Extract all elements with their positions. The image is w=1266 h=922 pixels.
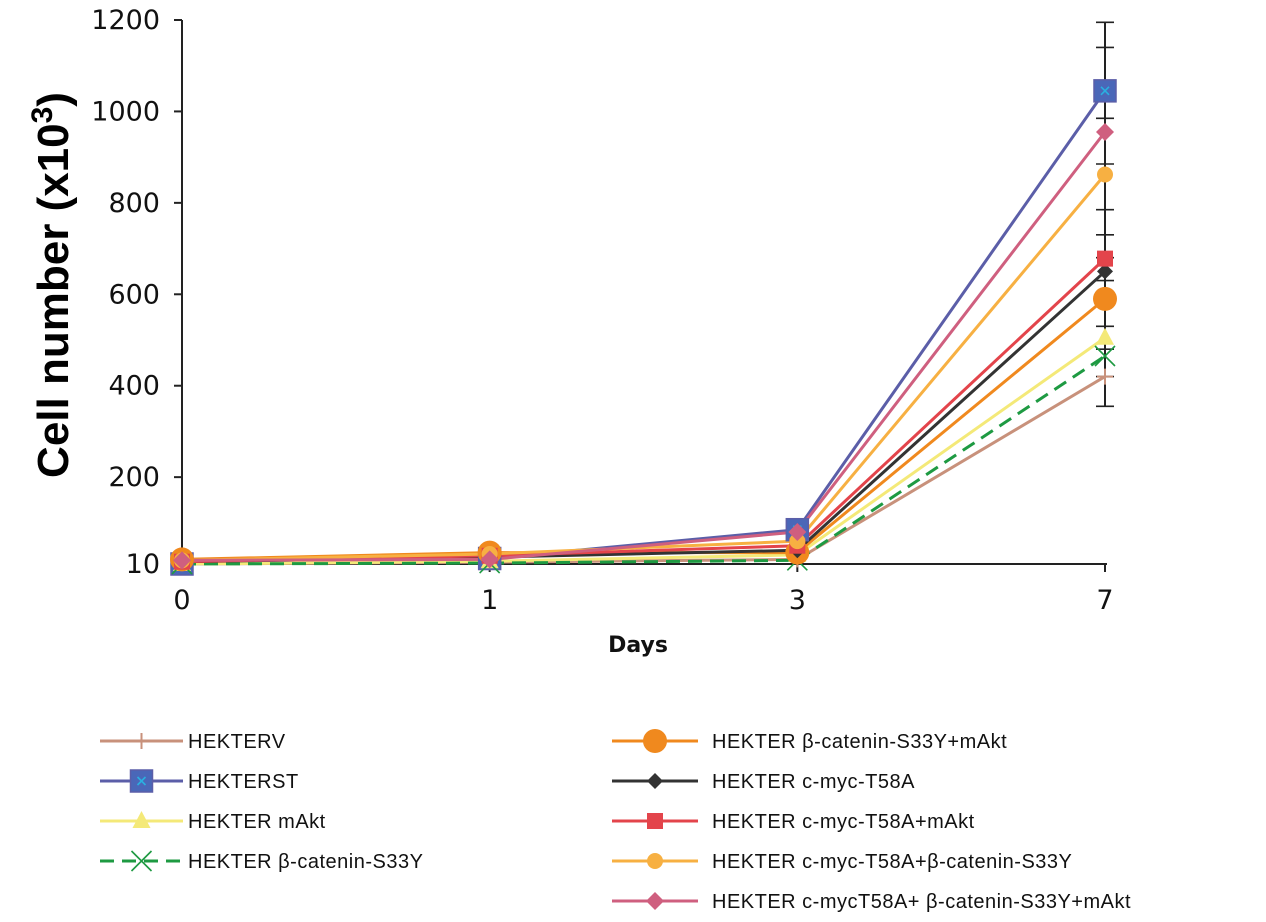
series-line-9 — [181, 131, 1107, 562]
series-line-2 — [181, 89, 1107, 566]
legend-marker-6 — [647, 773, 663, 789]
y-tick-label: 800 — [108, 188, 160, 219]
data-point-s6 — [1097, 263, 1113, 280]
series-line-6 — [181, 270, 1107, 564]
y-tick-label: 200 — [108, 462, 160, 493]
x-axis-ticks: 0 1 3 7 — [173, 564, 1114, 616]
legend-label-2: HEKTERST — [188, 771, 299, 793]
legend-label-4: HEKTER β-catenin-S33Y — [188, 851, 423, 873]
legend-marker-1 — [133, 733, 150, 749]
legend-marker-4 — [130, 850, 153, 872]
y-tick-label: 400 — [108, 371, 160, 402]
legend-marker-8 — [647, 853, 663, 869]
y-axis-ticks: 10 200 400 600 800 1000 1200 — [91, 5, 182, 580]
legend-marker-3 — [132, 811, 151, 828]
data-point-s4 — [1094, 345, 1116, 367]
axes — [181, 20, 1107, 565]
data-point-s7 — [1097, 250, 1113, 267]
y-tick-label: 1000 — [91, 96, 160, 127]
legend-label-1: HEKTERV — [188, 731, 286, 753]
y-axis-title-superscript: 3 — [26, 107, 59, 124]
y-tick-label: 1200 — [91, 5, 160, 36]
legend-label-7: HEKTER c-myc-T58A+mAkt — [712, 811, 975, 833]
x-tick-label: 3 — [789, 585, 806, 616]
legend-marker-7 — [647, 813, 663, 829]
x-tick-label: 1 — [481, 585, 498, 616]
data-point-s1 — [1097, 368, 1113, 385]
legend-marker-5 — [643, 729, 667, 753]
series-line-3 — [181, 336, 1106, 566]
series-lines — [181, 89, 1107, 566]
data-point-s9 — [480, 550, 499, 569]
series-line-8 — [181, 173, 1107, 562]
data-point-s9 — [173, 551, 191, 570]
x-tick-label: 0 — [173, 585, 190, 616]
legend-label-5: HEKTER β-catenin-S33Y+mAkt — [712, 731, 1007, 753]
legend-label-3: HEKTER mAkt — [188, 811, 326, 833]
series-line-1 — [181, 375, 1106, 566]
legend-label-9: HEKTER c-mycT58A+ β-catenin-S33Y+mAkt — [712, 891, 1131, 913]
legend: HEKTERV HEKTERST HEKTER mAkt HEKTER β-caten… — [100, 729, 1131, 913]
legend-label-8: HEKTER c-myc-T58A+β-catenin-S33Y — [712, 851, 1072, 873]
x-axis-title: Days — [608, 633, 668, 658]
data-point-s3 — [1096, 327, 1114, 345]
y-axis-title: Cell number (x103) — [26, 92, 78, 478]
y-axis-title-main: Cell number (x10 — [29, 123, 78, 478]
data-point-s2-cross — [1100, 86, 1110, 96]
series-markers — [170, 79, 1117, 576]
data-point-s9 — [1096, 123, 1114, 141]
series-line-4 — [181, 354, 1106, 566]
y-tick-label: 10 — [126, 549, 160, 580]
data-point-s8 — [1097, 166, 1113, 183]
series-line-7 — [181, 257, 1107, 564]
data-point-s9 — [788, 523, 807, 541]
y-tick-label: 600 — [108, 279, 160, 310]
data-point-s8 — [789, 533, 806, 550]
legend-marker-9 — [646, 892, 664, 910]
y-axis-title-close: ) — [29, 92, 78, 107]
legend-label-6: HEKTER c-myc-T58A — [712, 771, 915, 793]
data-point-s5 — [1093, 286, 1117, 311]
legend-marker-2-cross — [136, 776, 147, 786]
x-tick-label: 7 — [1096, 585, 1113, 616]
